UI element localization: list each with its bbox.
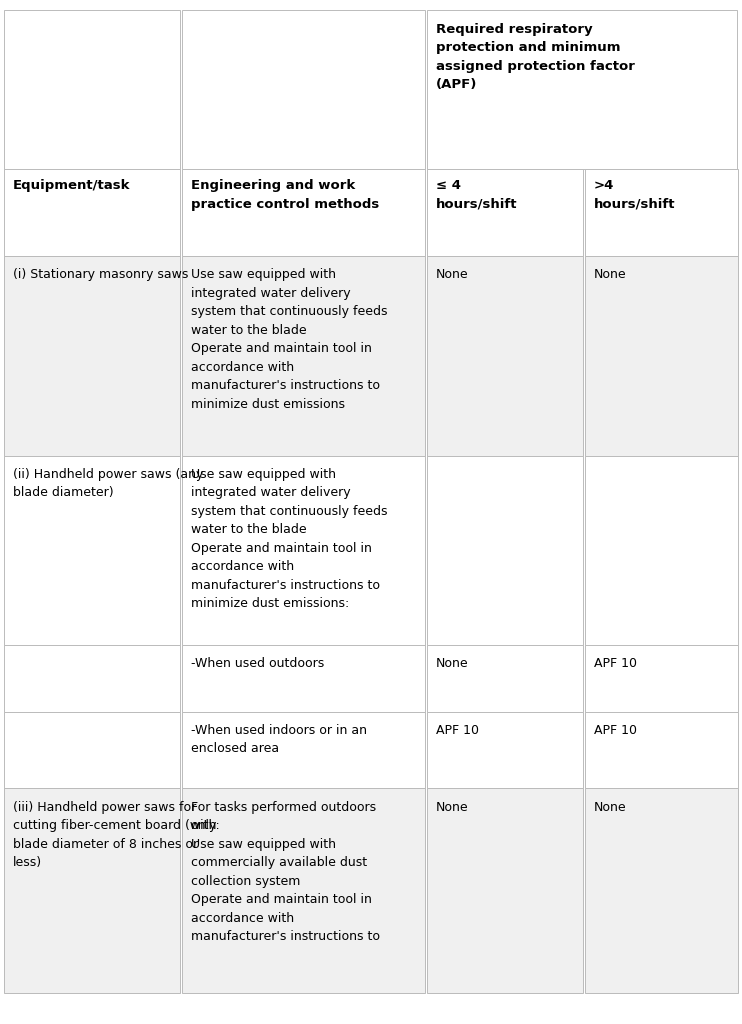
Bar — [427, 788, 583, 993]
Text: None: None — [436, 657, 468, 671]
Bar — [427, 169, 583, 256]
Bar — [427, 256, 583, 456]
Bar — [585, 456, 738, 645]
Text: (iii) Handheld power saws for
cutting fiber-cement board (with
blade diameter of: (iii) Handheld power saws for cutting fi… — [13, 801, 216, 869]
Text: >4
hours/shift: >4 hours/shift — [594, 179, 675, 211]
Text: (i) Stationary masonry saws: (i) Stationary masonry saws — [13, 268, 188, 282]
Bar — [182, 10, 425, 169]
Bar — [4, 256, 180, 456]
Text: Equipment/task: Equipment/task — [13, 179, 130, 193]
Bar — [182, 169, 425, 256]
Bar — [427, 645, 583, 712]
Bar — [585, 256, 738, 456]
Bar — [4, 712, 180, 788]
Text: APF 10: APF 10 — [594, 724, 637, 737]
Text: -When used indoors or in an
enclosed area: -When used indoors or in an enclosed are… — [191, 724, 367, 756]
Text: None: None — [436, 268, 468, 282]
Bar — [585, 788, 738, 993]
Bar — [4, 456, 180, 645]
Bar — [585, 712, 738, 788]
Bar — [182, 712, 425, 788]
Text: -When used outdoors: -When used outdoors — [191, 657, 324, 671]
Bar — [182, 788, 425, 993]
Text: Use saw equipped with
integrated water delivery
system that continuously feeds
w: Use saw equipped with integrated water d… — [191, 468, 387, 610]
Text: APF 10: APF 10 — [594, 657, 637, 671]
Bar — [182, 456, 425, 645]
Text: None: None — [594, 268, 626, 282]
Text: APF 10: APF 10 — [436, 724, 479, 737]
Text: For tasks performed outdoors
only:
Use saw equipped with
commercially available : For tasks performed outdoors only: Use s… — [191, 801, 380, 943]
Bar — [182, 645, 425, 712]
Bar — [4, 788, 180, 993]
Bar — [427, 10, 737, 169]
Bar — [4, 10, 180, 169]
Text: None: None — [436, 801, 468, 814]
Bar — [427, 456, 583, 645]
Bar — [4, 169, 180, 256]
Bar — [182, 256, 425, 456]
Text: Required respiratory
protection and minimum
assigned protection factor
(APF): Required respiratory protection and mini… — [436, 23, 634, 91]
Text: (ii) Handheld power saws (any
blade diameter): (ii) Handheld power saws (any blade diam… — [13, 468, 203, 500]
Text: ≤ 4
hours/shift: ≤ 4 hours/shift — [436, 179, 517, 211]
Bar — [585, 645, 738, 712]
Bar — [4, 645, 180, 712]
Bar — [585, 169, 738, 256]
Text: None: None — [594, 801, 626, 814]
Text: Engineering and work
practice control methods: Engineering and work practice control me… — [191, 179, 379, 211]
Bar — [427, 712, 583, 788]
Text: Use saw equipped with
integrated water delivery
system that continuously feeds
w: Use saw equipped with integrated water d… — [191, 268, 387, 411]
